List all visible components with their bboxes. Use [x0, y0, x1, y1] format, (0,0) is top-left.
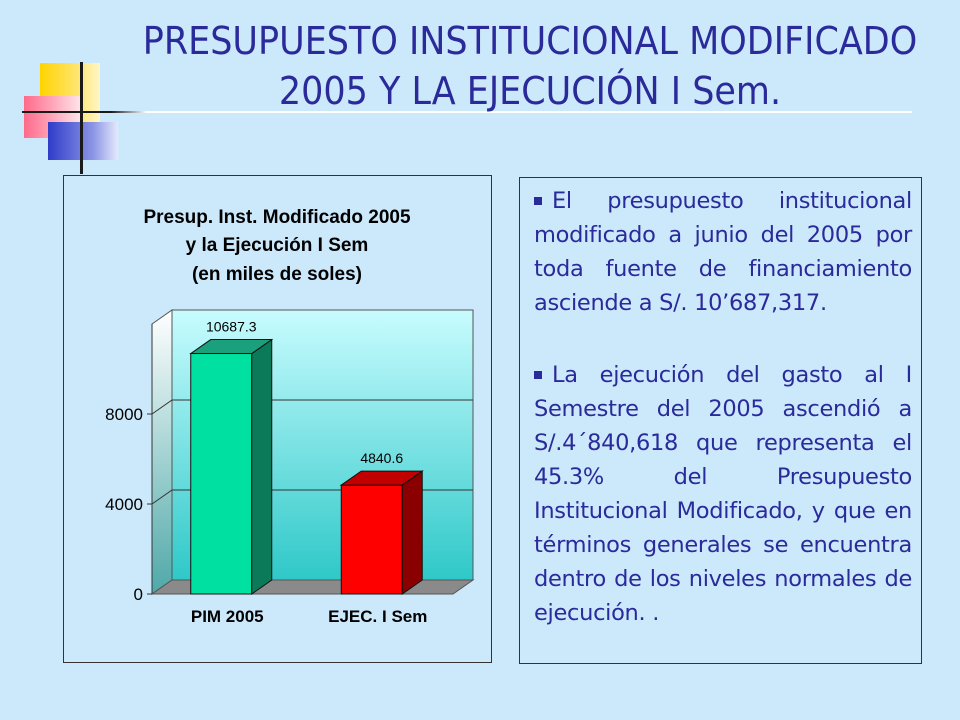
- plot-side-wall: [151, 309, 173, 595]
- bullet-paragraph-2: La ejecución del gasto al I Semestre del…: [534, 358, 912, 630]
- bullet-square-icon: [534, 197, 542, 205]
- bullet-square-icon: [534, 371, 542, 379]
- y-tick-label: 0: [134, 585, 143, 604]
- bullet-paragraph-1: El presupuesto institucional modificado …: [534, 184, 912, 320]
- x-category-label: EJEC. I Sem: [328, 607, 427, 626]
- bars: [189, 338, 424, 595]
- text-panel: El presupuesto institucional modificado …: [519, 177, 922, 664]
- bullet-text-2: La ejecución del gasto al I Semestre del…: [534, 362, 912, 626]
- decor-blue-square: [48, 122, 118, 160]
- chart-title-line: (en miles de soles): [192, 264, 362, 285]
- chart-title-line: y la Ejecución I Sem: [186, 235, 369, 256]
- bar-top: [339, 470, 424, 486]
- bar-value-label: 10687.3: [206, 319, 257, 335]
- chart-title-line: Presup. Inst. Modificado 2005: [143, 207, 411, 228]
- bar-chart: Presup. Inst. Modificado 2005 y la Ejecu…: [105, 207, 475, 626]
- decor-horizontal-line: [22, 111, 912, 113]
- bar-side: [401, 470, 423, 595]
- slide-title: PRESUPUESTO INSTITUCIONAL MODIFICADO 200…: [134, 16, 925, 116]
- y-tick-label: 4000: [105, 495, 143, 514]
- bar-top: [189, 339, 274, 355]
- labels: 10687.3 PIM 2005 4840.6 EJEC. I Sem: [191, 319, 427, 626]
- y-tick-label: 8000: [105, 405, 143, 424]
- y-axis: 0 4000 8000: [105, 324, 153, 604]
- chart-title: Presup. Inst. Modificado 2005 y la Ejecu…: [143, 207, 411, 285]
- chart-frame: Presup. Inst. Modificado 2005 y la Ejecu…: [63, 175, 492, 663]
- bar-side: [251, 338, 273, 595]
- bar-value-label: 4840.6: [360, 450, 403, 466]
- slide-title-line1: PRESUPUESTO INSTITUCIONAL MODIFICADO: [142, 19, 918, 63]
- bullet-text-1: El presupuesto institucional modificado …: [534, 188, 912, 316]
- decor-vertical-line: [80, 62, 83, 174]
- gridline: [151, 399, 473, 415]
- bar-front: [340, 484, 403, 595]
- bar-front: [190, 353, 253, 595]
- x-category-label: PIM 2005: [191, 607, 264, 626]
- slide-title-line2: 2005 Y LA EJECUCIÓN I Sem.: [278, 69, 782, 113]
